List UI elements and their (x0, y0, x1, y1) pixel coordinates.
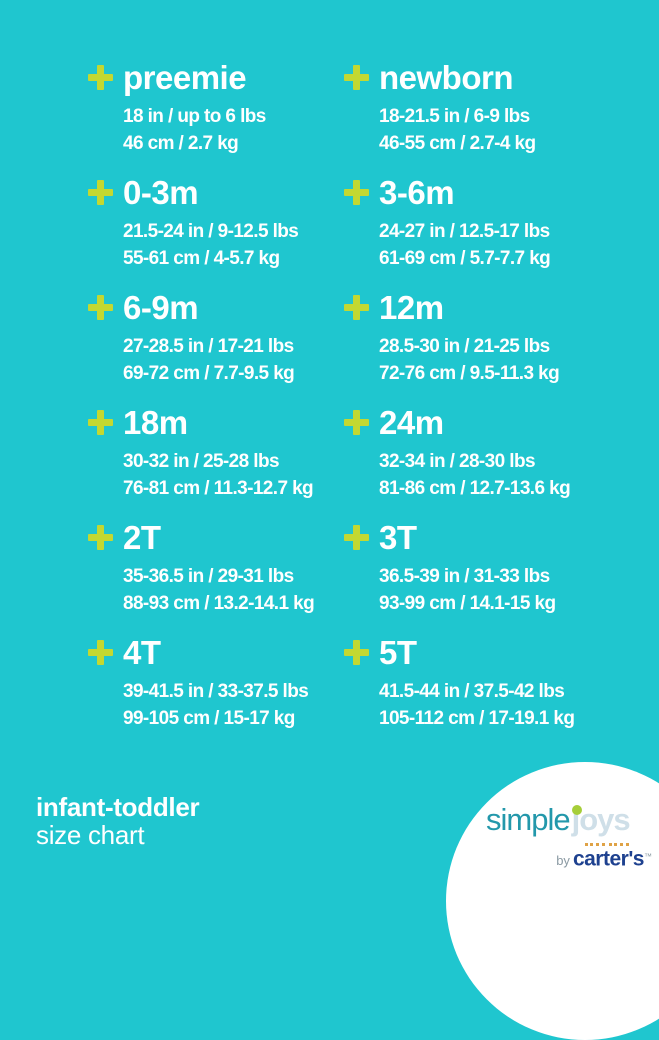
size-imperial: 18-21.5 in / 6-9 lbs (379, 106, 530, 127)
size-metric: 72-76 cm / 9.5-11.3 kg (379, 363, 560, 384)
size-name: 5T (379, 633, 417, 671)
size-cell-18m: 18m 30-32 in / 25-28 lbs 76-81 cm / 11.3… (88, 401, 344, 516)
chart-title-line1: infant-toddler (36, 792, 200, 822)
size-imperial: 30-32 in / 25-28 lbs (123, 451, 280, 472)
plus-icon (344, 64, 369, 90)
size-cell-4t: 4T 39-41.5 in / 33-37.5 lbs 99-105 cm / … (88, 631, 344, 746)
size-metric: 46 cm / 2.7 kg (123, 133, 239, 154)
plus-icon (344, 409, 369, 435)
size-name: preemie (123, 58, 247, 96)
size-imperial: 24-27 in / 12.5-17 lbs (379, 221, 550, 242)
size-heading: 0-3m (88, 171, 344, 213)
size-metric: 61-69 cm / 5.7-7.7 kg (379, 248, 551, 269)
size-imperial: 39-41.5 in / 33-37.5 lbs (123, 681, 309, 702)
size-name: 18m (123, 403, 188, 441)
size-heading: 5T (344, 631, 600, 673)
brand-logo: simplejoys by carter's™ (486, 803, 652, 871)
size-imperial: 18 in / up to 6 lbs (123, 106, 266, 127)
size-cell-3-6m: 3-6m 24-27 in / 12.5-17 lbs 61-69 cm / 5… (344, 171, 600, 286)
size-name: 3-6m (379, 173, 455, 211)
size-heading: 6-9m (88, 286, 344, 328)
size-name: 0-3m (123, 173, 199, 211)
size-heading: 18m (88, 401, 344, 443)
size-heading: 2T (88, 516, 344, 558)
plus-icon (344, 179, 369, 205)
size-name: 3T (379, 518, 417, 556)
size-metric: 46-55 cm / 2.7-4 kg (379, 133, 536, 154)
size-metric: 55-61 cm / 4-5.7 kg (123, 248, 280, 269)
size-cell-newborn: newborn 18-21.5 in / 6-9 lbs 46-55 cm / … (344, 56, 600, 171)
brand-logo-wordmark: simplejoys (486, 802, 652, 846)
chart-title-line2: size chart (36, 820, 145, 850)
size-heading: 3-6m (344, 171, 600, 213)
size-cell-3t: 3T 36.5-39 in / 31-33 lbs 93-99 cm / 14.… (344, 516, 600, 631)
plus-icon (88, 524, 113, 550)
size-imperial: 28.5-30 in / 21-25 lbs (379, 336, 550, 357)
logo-by-text: by (556, 853, 570, 869)
size-name: 4T (123, 633, 161, 671)
size-cell-2t: 2T 35-36.5 in / 29-31 lbs 88-93 cm / 13.… (88, 516, 344, 631)
plus-icon (88, 639, 113, 665)
size-imperial: 35-36.5 in / 29-31 lbs (123, 566, 294, 587)
size-heading: 3T (344, 516, 600, 558)
plus-icon (88, 64, 113, 90)
size-chart-grid: preemie 18 in / up to 6 lbs 46 cm / 2.7 … (88, 56, 600, 746)
size-metric: 69-72 cm / 7.7-9.5 kg (123, 363, 295, 384)
size-name: 2T (123, 518, 161, 556)
plus-icon (88, 409, 113, 435)
size-metric: 99-105 cm / 15-17 kg (123, 708, 295, 729)
plus-icon (344, 294, 369, 320)
size-cell-preemie: preemie 18 in / up to 6 lbs 46 cm / 2.7 … (88, 56, 344, 171)
size-heading: 24m (344, 401, 600, 443)
size-heading: preemie (88, 56, 344, 98)
logo-joys-wrap: joys (571, 803, 631, 846)
size-imperial: 32-34 in / 28-30 lbs (379, 451, 536, 472)
chart-title: infant-toddler size chart (36, 792, 200, 850)
logo-carters-text: carter's (572, 847, 645, 871)
size-cell-12m: 12m 28.5-30 in / 21-25 lbs 72-76 cm / 9.… (344, 286, 600, 401)
size-imperial: 21.5-24 in / 9-12.5 lbs (123, 221, 299, 242)
size-imperial: 41.5-44 in / 37.5-42 lbs (379, 681, 565, 702)
size-cell-24m: 24m 32-34 in / 28-30 lbs 81-86 cm / 12.7… (344, 401, 600, 516)
size-metric: 81-86 cm / 12.7-13.6 kg (379, 478, 571, 499)
size-cell-6-9m: 6-9m 27-28.5 in / 17-21 lbs 69-72 cm / 7… (88, 286, 344, 401)
plus-icon (88, 294, 113, 320)
logo-simple-text: simple (486, 802, 571, 837)
size-heading: 4T (88, 631, 344, 673)
size-cell-0-3m: 0-3m 21.5-24 in / 9-12.5 lbs 55-61 cm / … (88, 171, 344, 286)
plus-icon (88, 179, 113, 205)
plus-icon (344, 524, 369, 550)
size-metric: 88-93 cm / 13.2-14.1 kg (123, 593, 315, 614)
size-cell-5t: 5T 41.5-44 in / 37.5-42 lbs 105-112 cm /… (344, 631, 600, 746)
size-name: 12m (379, 288, 444, 326)
size-metric: 93-99 cm / 14.1-15 kg (379, 593, 556, 614)
size-name: newborn (379, 58, 514, 96)
logo-dotted-underline-right (608, 843, 629, 846)
size-imperial: 27-28.5 in / 17-21 lbs (123, 336, 294, 357)
trademark-symbol: ™ (644, 852, 652, 861)
size-metric: 76-81 cm / 11.3-12.7 kg (123, 478, 314, 499)
size-heading: 12m (344, 286, 600, 328)
logo-dotted-underline-left (584, 843, 605, 846)
size-imperial: 36.5-39 in / 31-33 lbs (379, 566, 550, 587)
size-name: 6-9m (123, 288, 199, 326)
plus-icon (344, 639, 369, 665)
size-heading: newborn (344, 56, 600, 98)
logo-lime-dot-icon (571, 805, 582, 815)
size-metric: 105-112 cm / 17-19.1 kg (379, 708, 575, 729)
size-name: 24m (379, 403, 444, 441)
brand-logo-byline: by carter's™ (486, 847, 652, 871)
